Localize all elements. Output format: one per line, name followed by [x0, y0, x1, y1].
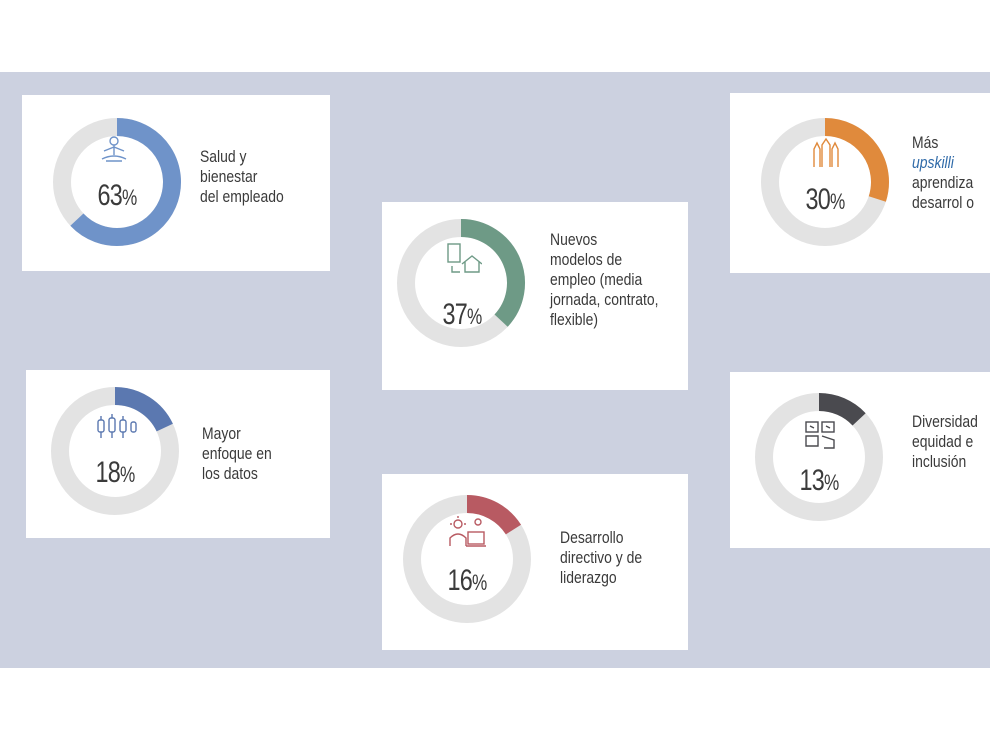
stat-label: Diversidad equidad e inclusión: [912, 412, 978, 471]
stat-card-wellbeing: 63% Salud y bienestar del empleado: [22, 95, 330, 271]
diversity-icon: [805, 421, 835, 449]
hands-up-icon: [813, 137, 839, 167]
stat-card-diversity: 13% Diversidad equidad e inclusión: [730, 372, 990, 548]
stat-card-employment-models: 37% Nuevos modelos de empleo (media jorn…: [382, 202, 688, 390]
stat-card-leadership: 16% Desarrollo directivo y de liderazgo: [382, 474, 688, 650]
donut-chart-data-focus: [51, 387, 179, 515]
donut-chart-diversity: [755, 393, 883, 521]
stat-label: Desarrollo directivo y de liderazgo: [560, 528, 643, 587]
donut-value-arc: [114, 387, 173, 432]
data-icon: [97, 414, 137, 438]
percent-value: 30%: [805, 183, 846, 216]
donut-value-arc: [818, 393, 866, 426]
home-office-icon: [447, 243, 482, 273]
stat-card-upskilling: 30% Más upskilli aprendiza desarrol o: [730, 93, 990, 273]
percent-value: 13%: [799, 464, 840, 497]
donut-value-arc: [824, 118, 889, 202]
donut-value-arc: [70, 118, 181, 246]
background-band: 63% Salud y bienestar del empleado 37% N…: [0, 72, 990, 668]
stat-label: Mayor enfoque en los datos: [202, 424, 272, 483]
stat-card-data-focus: 18% Mayor enfoque en los datos: [26, 370, 330, 538]
donut-chart-leadership: [403, 495, 531, 623]
stat-label: Más upskilli aprendiza desarrol o: [912, 133, 974, 212]
donut-value-arc: [460, 219, 525, 327]
percent-value: 18%: [95, 456, 136, 489]
donut-chart-employment-models: [397, 219, 525, 347]
stat-label: Salud y bienestar del empleado: [200, 147, 284, 206]
donut-chart-wellbeing: [53, 118, 181, 246]
donut-chart-upskilling: [761, 118, 889, 246]
meditation-icon: [101, 136, 127, 162]
stat-label: Nuevos modelos de empleo (media jornada,…: [550, 230, 659, 329]
percent-value: 63%: [97, 179, 138, 212]
leadership-icon: [449, 516, 486, 547]
percent-value: 37%: [442, 298, 483, 331]
donut-value-arc: [466, 495, 522, 535]
percent-value: 16%: [447, 564, 488, 597]
